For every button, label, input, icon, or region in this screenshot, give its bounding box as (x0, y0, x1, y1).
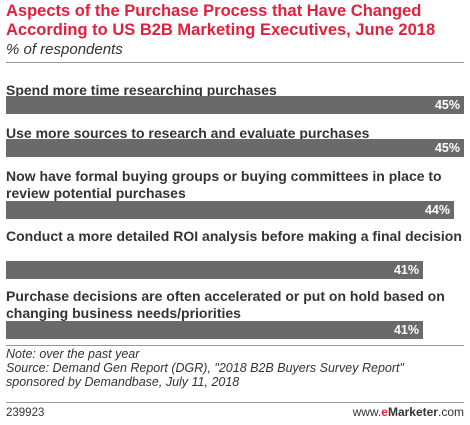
category-label: Now have formal buying groups or buying … (6, 168, 442, 201)
brand-suffix: .com (437, 405, 464, 419)
chart-subtitle: % of respondents (6, 41, 123, 58)
chart-note: Note: over the past year (6, 347, 140, 361)
value-label: 44% (424, 203, 450, 217)
chart-id: 239923 (6, 407, 45, 419)
bar (6, 321, 423, 339)
category-label: Spend more time researching purchases (6, 82, 277, 98)
category-label: Purchase decisions are often accelerated… (6, 288, 445, 321)
category-label: Conduct a more detailed ROI analysis bef… (6, 228, 462, 244)
value-label: 41% (393, 323, 419, 337)
emarketer-brand[interactable]: www.eMarketer.com (353, 405, 464, 419)
footer-divider (6, 402, 464, 403)
chart-title: Aspects of the Purchase Process that Hav… (6, 2, 436, 39)
brand-main: Marketer (387, 405, 438, 419)
bar (6, 139, 464, 157)
brand-e: e (381, 405, 388, 419)
notes-divider (6, 345, 464, 346)
header-divider (6, 62, 464, 63)
category-label: Use more sources to research and evaluat… (6, 125, 370, 141)
value-label: 45% (434, 98, 460, 112)
value-label: 41% (393, 263, 419, 277)
bar (6, 96, 464, 114)
brand-prefix: www. (352, 405, 382, 419)
bar (6, 201, 454, 219)
chart-source: Source: Demand Gen Report (DGR), "2018 B… (6, 361, 404, 389)
value-label: 45% (434, 141, 460, 155)
bar (6, 261, 423, 279)
